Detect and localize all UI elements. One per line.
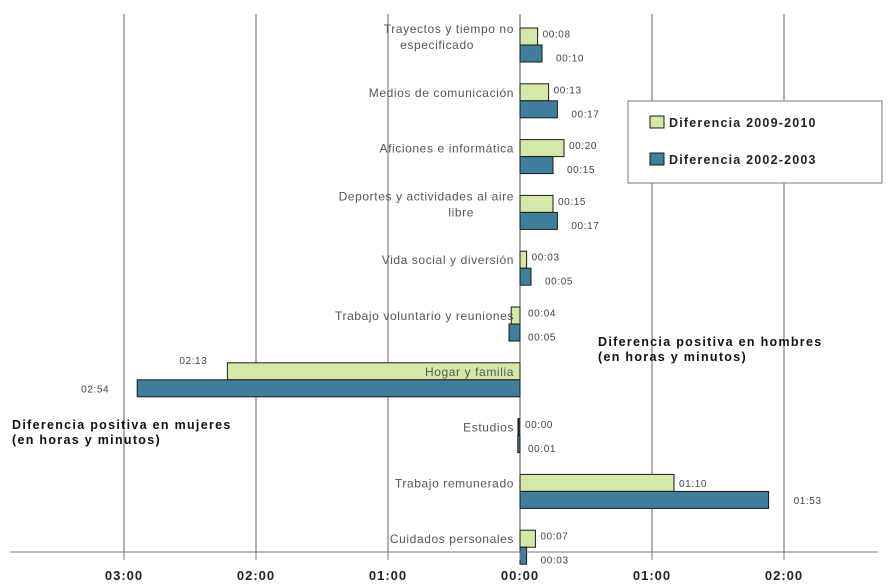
category-label: Medios de comunicación	[369, 86, 514, 100]
bar-series-2009-2010	[519, 83, 550, 102]
bar-series-2002-2003	[519, 267, 532, 286]
data-label: 00:15	[558, 197, 586, 208]
legend-entry: Diferencia 2002-2003	[669, 153, 817, 167]
annotation-positive-men: Diferencia positiva en hombres (en horas…	[598, 335, 823, 364]
legend: Diferencia 2009-2010 Diferencia 2002-2003	[627, 100, 883, 184]
bar-series-2009-2010	[519, 194, 554, 213]
bar-series-2002-2003	[519, 546, 528, 565]
x-tick-label: 01:00	[369, 568, 407, 583]
category-label: Vida social y diversión	[382, 253, 514, 267]
data-label: 00:15	[567, 165, 595, 176]
bar-series-2002-2003	[517, 435, 521, 454]
bar-series-2002-2003	[508, 323, 521, 342]
data-label: 00:05	[545, 277, 573, 288]
bar-series-2009-2010	[519, 250, 528, 269]
bar-series-2002-2003	[519, 44, 543, 63]
data-label: 00:17	[571, 221, 599, 232]
bar-series-2009-2010	[519, 473, 675, 492]
data-label: 00:07	[540, 532, 568, 543]
category-label: Trabajo remunerado	[395, 476, 514, 490]
bar-series-2009-2010	[519, 27, 539, 46]
x-tick-label: 00:00	[501, 568, 539, 583]
data-label: 00:03	[532, 253, 560, 264]
x-tick-label: 02:00	[237, 568, 275, 583]
data-label: 00:13	[554, 85, 582, 96]
legend-swatch	[649, 152, 665, 166]
category-label: Aficiones e informática	[379, 142, 514, 156]
data-label: 01:10	[679, 479, 707, 490]
data-label: 00:10	[556, 54, 584, 65]
category-label: Estudios	[463, 421, 514, 435]
data-label: 00:04	[528, 309, 556, 320]
bar-series-2002-2003	[519, 100, 558, 119]
bar-series-2002-2003	[519, 490, 770, 509]
bar-series-2002-2003	[136, 379, 521, 398]
bar-series-2009-2010	[517, 418, 520, 437]
data-label: 01:53	[794, 496, 822, 507]
data-label: 00:01	[528, 444, 556, 455]
legend-entry: Diferencia 2009-2010	[669, 116, 817, 130]
annotation-positive-women: Diferencia positiva en mujeres (en horas…	[12, 418, 232, 447]
category-label: Hogar y familia	[425, 365, 514, 379]
category-label: Trayectos y tiempo no especificado	[384, 22, 514, 52]
category-label: Deportes y actividades al aire libre	[339, 189, 514, 219]
bar-series-2002-2003	[519, 156, 554, 175]
data-label: 00:20	[569, 141, 597, 152]
data-label: 00:08	[543, 30, 571, 41]
data-label: 00:17	[571, 109, 599, 120]
bars	[136, 27, 770, 565]
labels: 00:08 00:10 Trayectos y tiempo no especific…	[81, 22, 821, 567]
data-label: 02:13	[179, 356, 207, 367]
bar-series-2002-2003	[519, 211, 558, 230]
data-label: 00:00	[525, 420, 553, 431]
bar-series-2009-2010	[519, 529, 536, 548]
x-tick-label: 03:00	[105, 568, 143, 583]
data-label: 00:03	[541, 556, 569, 567]
category-label: Trabajo voluntario y reuniones	[335, 309, 514, 323]
x-axis: 03:00 02:00 01:00 00:00 01:00 02:00	[105, 552, 803, 583]
category-label: Cuidados personales	[390, 532, 514, 546]
data-label: 02:54	[81, 384, 109, 395]
data-label: 00:05	[528, 333, 556, 344]
legend-box	[627, 100, 883, 184]
bar-series-2009-2010	[519, 139, 565, 158]
x-tick-label: 02:00	[765, 568, 803, 583]
legend-swatch	[649, 115, 665, 129]
x-tick-label: 01:00	[633, 568, 671, 583]
